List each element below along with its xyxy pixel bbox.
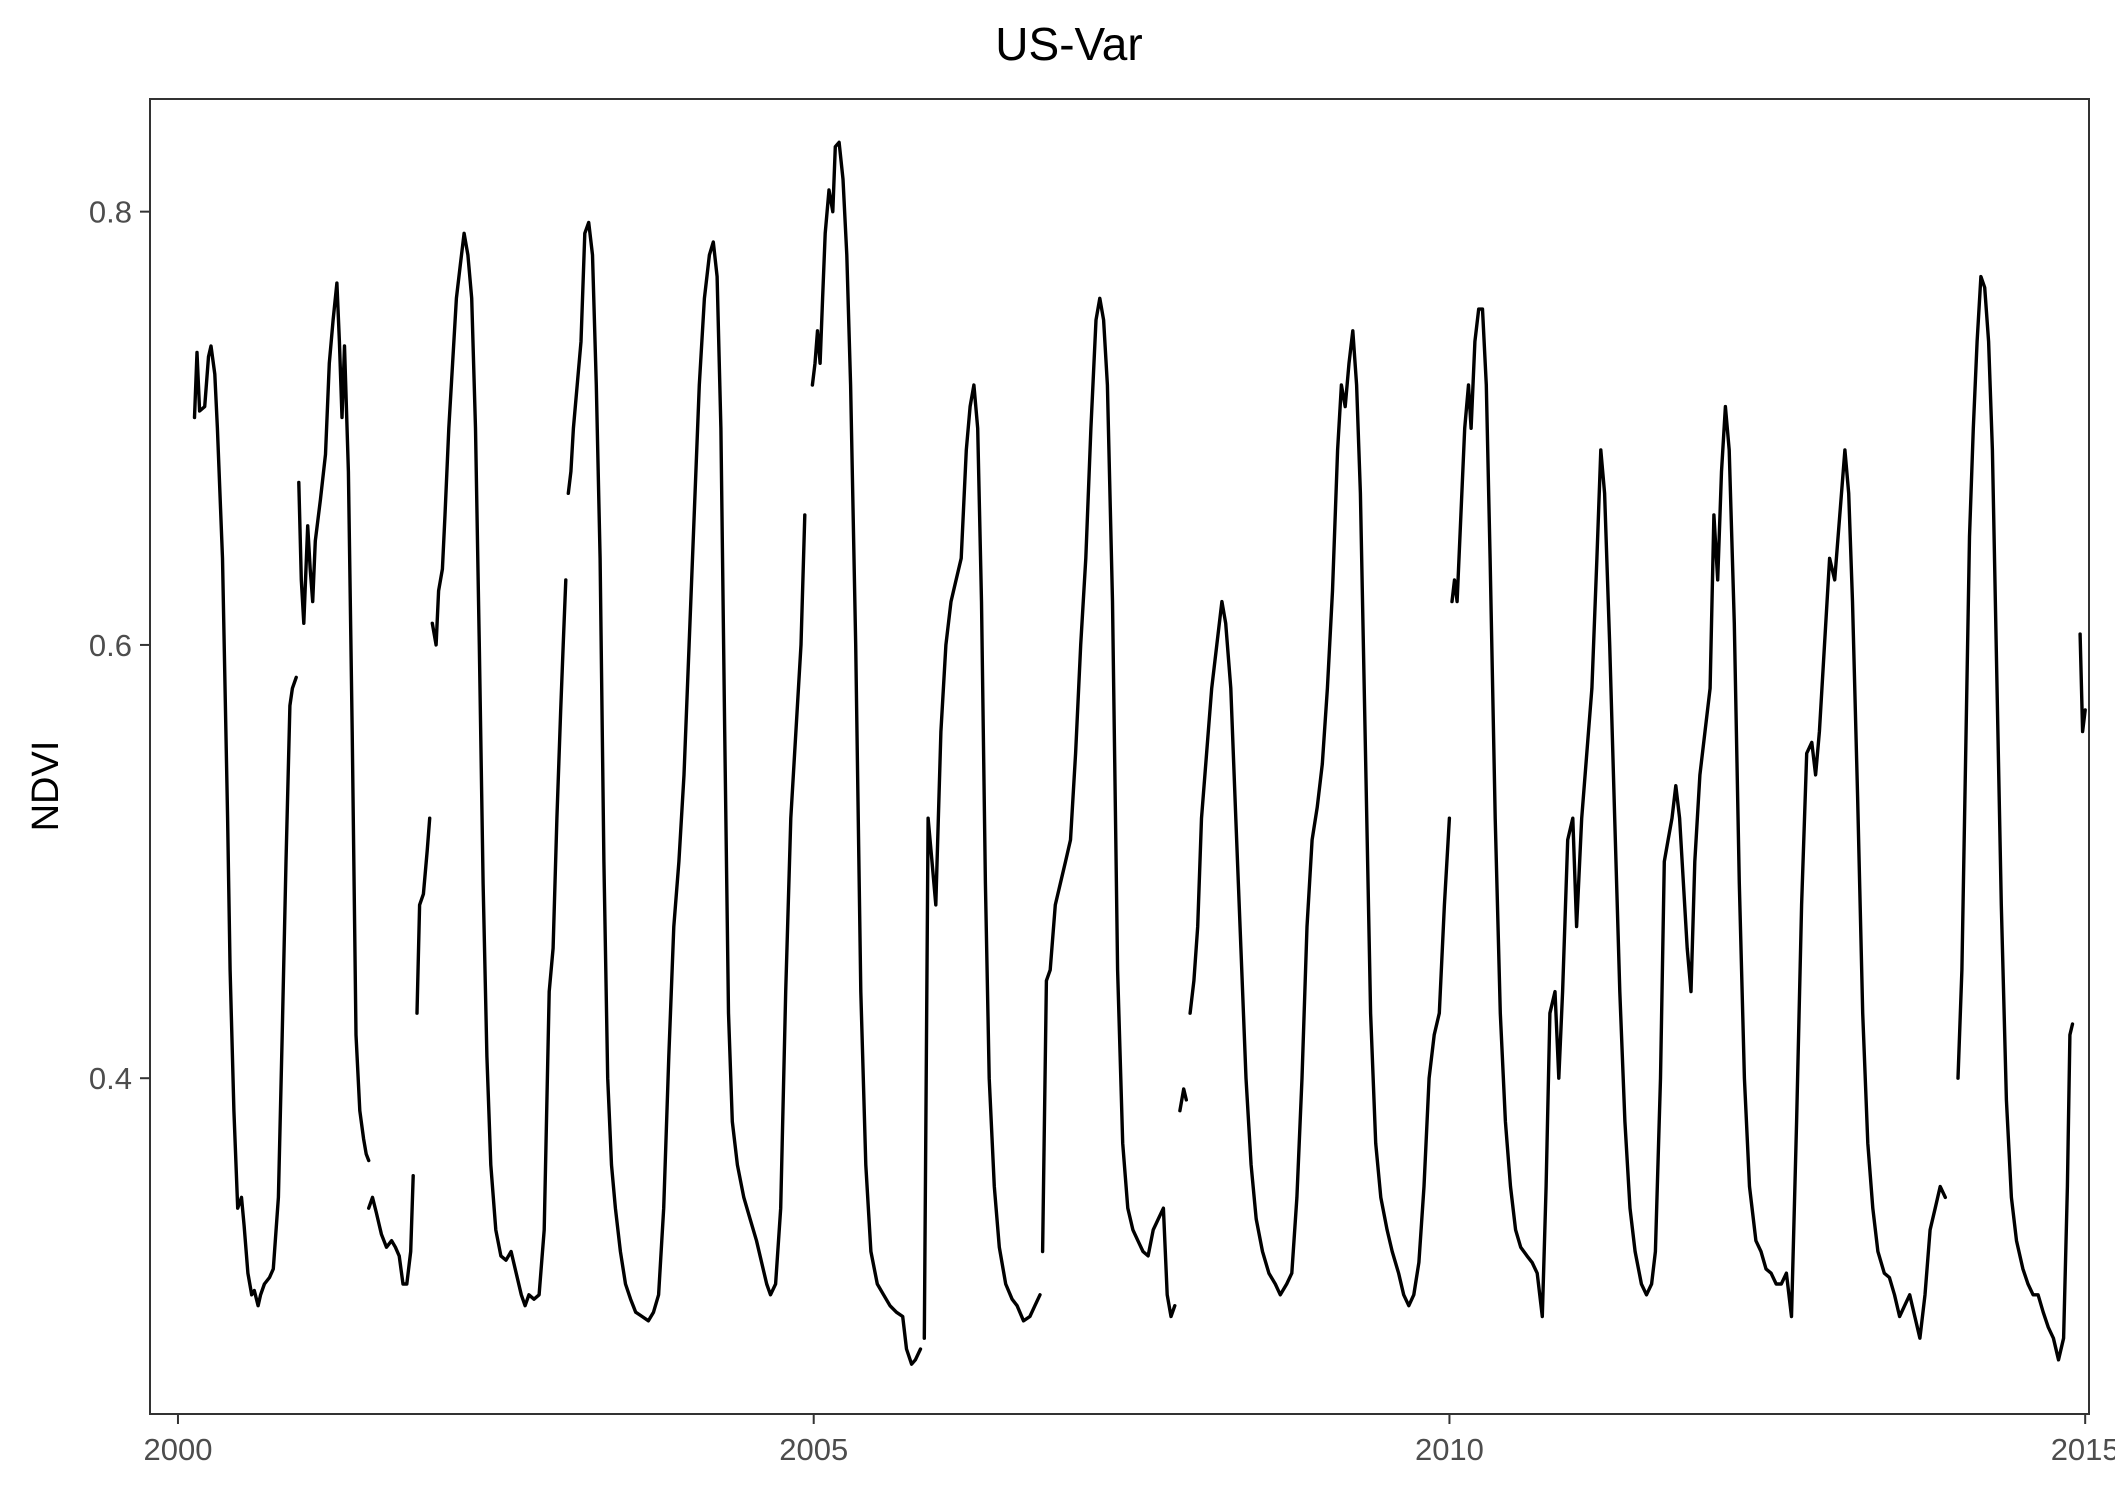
y-tick-label: 0.4 bbox=[89, 1061, 132, 1096]
series-0-segment-5 bbox=[566, 220, 807, 1323]
y-tick-label: 0.6 bbox=[89, 628, 132, 663]
series-0-segment-6 bbox=[810, 140, 923, 1366]
series-0-segment-1 bbox=[297, 281, 371, 1163]
x-tick-label: 2000 bbox=[143, 1432, 212, 1467]
series-0-segment-4 bbox=[430, 231, 568, 1308]
series-0-segment-7 bbox=[922, 383, 1042, 1340]
series-0-segment-0 bbox=[192, 344, 298, 1308]
panel-border bbox=[149, 98, 2090, 1415]
y-axis-title: NDVI bbox=[25, 741, 67, 832]
series-0-segment-11 bbox=[1450, 307, 1947, 1340]
x-tick-label: 2005 bbox=[779, 1432, 848, 1467]
series-0-segment-8 bbox=[1040, 296, 1177, 1319]
axes: 2000 2005 2010 2015 0.4 0.6 0.8 bbox=[89, 195, 2115, 1467]
plot-area bbox=[192, 140, 2087, 1366]
series-0-segment-3 bbox=[415, 816, 432, 1015]
y-tick-label: 0.8 bbox=[89, 195, 132, 230]
chart-title: US-Var bbox=[995, 18, 1142, 70]
x-tick-label: 2010 bbox=[1415, 1432, 1484, 1467]
series-0-segment-13 bbox=[2078, 632, 2087, 734]
series-0-segment-12 bbox=[1956, 274, 2075, 1362]
series-0-segment-9 bbox=[1178, 1087, 1188, 1113]
x-tick-label: 2015 bbox=[2051, 1432, 2115, 1467]
series-0-segment-10 bbox=[1188, 329, 1452, 1308]
series-0-segment-2 bbox=[367, 1174, 415, 1286]
